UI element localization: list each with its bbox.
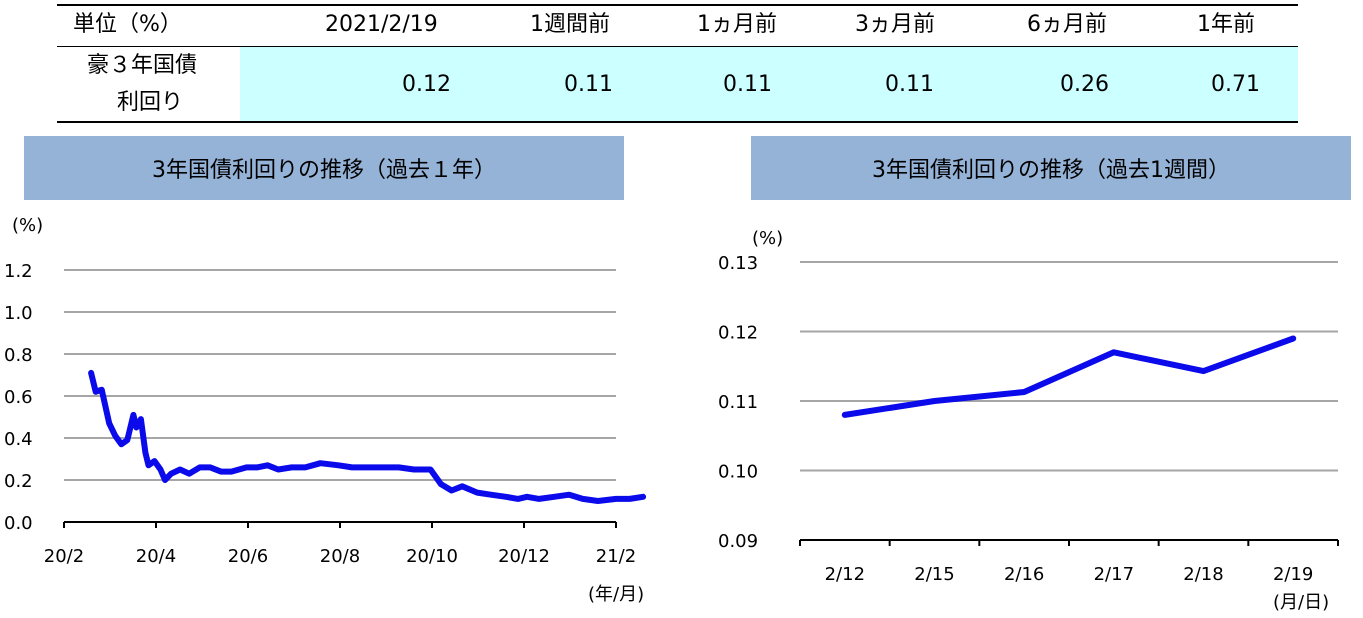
- table-value-0: 0.12: [402, 72, 451, 97]
- yield-summary-table: 単位（%） 2021/2/19 1週間前 1ヵ月前 3ヵ月前 6ヵ月前 1年前 …: [57, 4, 1298, 123]
- left-x-tick-label: 20/8: [320, 546, 360, 567]
- right-y-tick-label: 0.12: [718, 323, 758, 344]
- table-bottom-border: [57, 121, 1298, 123]
- right-y-tick-label: 0.13: [718, 253, 758, 274]
- left-y-axis-unit: (%): [12, 215, 43, 236]
- right-x-ticks: 2/12 2/15 2/16 2/17 2/18 2/19: [825, 564, 1314, 585]
- left-grid: [63, 269, 617, 528]
- left-x-tick-label: 20/2: [44, 546, 84, 567]
- table-header-divider: [57, 46, 1298, 47]
- table-value-1: 0.11: [564, 72, 613, 97]
- right-y-axis-unit: (%): [752, 228, 783, 249]
- table-value-5: 0.71: [1211, 72, 1260, 97]
- table-header-3: 3ヵ月前: [855, 12, 935, 37]
- left-x-tick-label: 20/4: [136, 546, 176, 567]
- left-chart-title: 3年国債利回りの推移（過去１年）: [24, 136, 624, 200]
- left-y-tick-label: 0.2: [4, 471, 33, 492]
- table-row-label-line2: 利回り: [117, 90, 184, 115]
- left-y-tick-label: 0.6: [4, 387, 33, 408]
- right-x-tick-label: 2/18: [1183, 564, 1223, 585]
- left-y-tick-label: 0.8: [4, 345, 33, 366]
- left-series-line: [88, 369, 647, 504]
- right-x-tick-label: 2/15: [914, 564, 954, 585]
- table-header-0: 2021/2/19: [325, 12, 438, 37]
- right-y-tick-label: 0.10: [718, 462, 758, 483]
- right-chart-title: 3年国債利回りの推移（過去1週間）: [751, 136, 1351, 200]
- table-value-4: 0.26: [1060, 72, 1109, 97]
- table-header-1: 1週間前: [530, 12, 610, 37]
- right-grid: [799, 261, 1339, 546]
- right-y-tick-label: 0.11: [718, 392, 758, 413]
- left-x-ticks: 20/2 20/4 20/6 20/8 20/10 20/12 21/2: [44, 546, 636, 567]
- left-x-tick-label: 20/12: [498, 546, 550, 567]
- table-value-3: 0.11: [885, 72, 934, 97]
- table-header-4: 6ヵ月前: [1027, 12, 1107, 37]
- left-x-tick-label: 20/6: [228, 546, 268, 567]
- yearly-yield-chart: 0.00.20.40.60.81.01.2 20/2 20/4 20/6 20/8 20…: [4, 215, 647, 605]
- left-y-ticks: 0.0 0.2 0.4 0.6 0.8 1.0 1.2: [4, 261, 33, 534]
- left-y-tick-label: 1.2: [4, 261, 33, 282]
- right-x-tick-label: 2/12: [825, 564, 865, 585]
- right-x-axis-unit: (月/日): [1273, 592, 1329, 613]
- table-top-border: [57, 4, 1298, 6]
- table-header-5: 1年前: [1197, 12, 1255, 37]
- right-y-tick-label: 0.09: [718, 531, 758, 552]
- left-y-tick-label: 0.0: [4, 513, 33, 534]
- weekly-yield-chart: 0.090.100.110.120.13 2/12 2/15 2/16 2/17 2/1…: [718, 228, 1339, 613]
- table-highlight-row-bg: [240, 47, 1298, 122]
- table-row-label-line1: 豪３年国債: [87, 53, 198, 78]
- left-x-axis-unit: (年/月): [588, 584, 644, 605]
- table-corner-label: 単位（%）: [73, 12, 182, 37]
- right-x-tick-label: 2/19: [1273, 564, 1313, 585]
- left-x-tick-label: 21/2: [596, 546, 636, 567]
- right-x-tick-label: 2/17: [1094, 564, 1134, 585]
- left-y-tick-label: 1.0: [4, 303, 33, 324]
- left-x-tick-label: 20/10: [406, 546, 458, 567]
- table-header-2: 1ヵ月前: [697, 12, 777, 37]
- right-x-tick-label: 2/16: [1004, 564, 1044, 585]
- right-series-line: [841, 335, 1297, 418]
- right-y-ticks: 0.09 0.10 0.11 0.12 0.13: [718, 253, 758, 552]
- left-y-tick-label: 0.4: [4, 429, 33, 450]
- table-value-2: 0.11: [723, 72, 772, 97]
